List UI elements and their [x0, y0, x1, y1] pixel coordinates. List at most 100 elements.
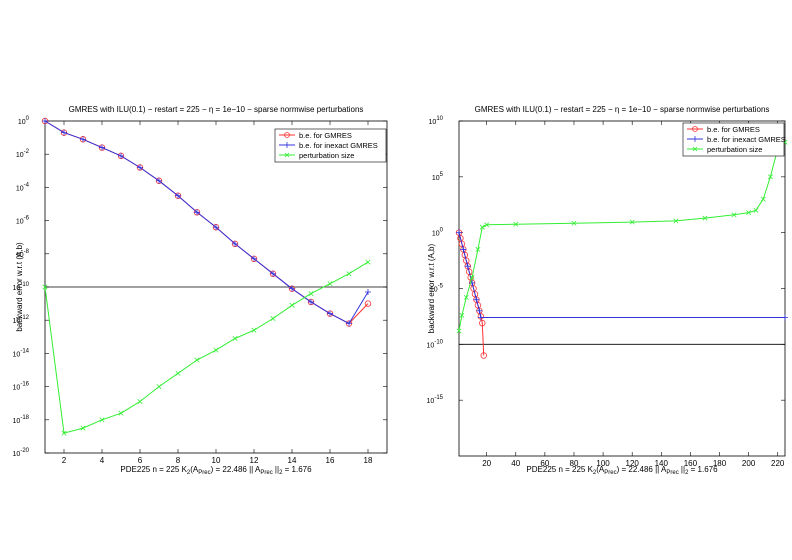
data-point [118, 410, 124, 416]
plot-area [458, 120, 786, 457]
legend-label: perturbation size [707, 145, 762, 154]
data-point [479, 224, 485, 230]
data-point [475, 246, 481, 252]
data-point [767, 174, 773, 180]
y-tick-label: 1010 [429, 116, 444, 126]
x-tick-label: 100 [596, 459, 610, 468]
data-point [463, 294, 469, 300]
legend-marker [284, 152, 290, 158]
x-tick-label: 220 [771, 459, 785, 468]
data-point [346, 271, 352, 277]
data-point [251, 327, 257, 333]
data-point [673, 218, 679, 224]
data-point [289, 285, 295, 292]
data-point [232, 335, 238, 341]
legend-label: perturbation size [299, 151, 354, 160]
data-point [746, 210, 752, 216]
chart-title: GMRES with ILU(0.1) − restart = 225 − η … [69, 105, 364, 114]
data-point [194, 357, 200, 363]
x-tick-label: 2 [62, 456, 67, 465]
legend-label: b.e. for inexact GMRES [707, 135, 786, 144]
series-2 [42, 118, 371, 327]
data-point [456, 229, 462, 236]
data-point [42, 284, 48, 290]
x-tick-label: 8 [176, 456, 181, 465]
data-point [213, 224, 219, 231]
y-axis-label: backward error w.r.t (A,b) [427, 243, 436, 333]
data-point [327, 310, 333, 317]
y-tick-label: 10-5 [430, 284, 444, 294]
data-point [479, 319, 486, 327]
data-point [99, 144, 105, 151]
data-point [175, 192, 181, 199]
data-point [477, 314, 484, 321]
y-tick-label: 10-12 [13, 315, 30, 325]
x-tick-label: 20 [482, 459, 491, 468]
chart-2: GMRES with ILU(0.1) − restart = 225 − η … [427, 105, 788, 476]
y-tick-label: 10-15 [427, 395, 444, 405]
data-point [270, 316, 276, 322]
data-point [484, 222, 490, 228]
series-3 [42, 259, 371, 436]
data-point [156, 384, 162, 390]
data-point [270, 270, 276, 277]
x-axis-label: PDE225 n = 225 K2(APrec) = 22.486 || APr… [526, 465, 718, 476]
data-point [364, 300, 372, 307]
chart-title: GMRES with ILU(0.1) − restart = 225 − η … [475, 105, 770, 114]
series-2 [456, 229, 788, 321]
data-point [464, 263, 471, 270]
legend-marker [692, 126, 698, 132]
data-point [346, 320, 352, 327]
y-tick-label: 10-8 [16, 249, 30, 259]
data-point [308, 298, 314, 305]
data-point [61, 430, 67, 436]
x-axis-label: PDE225 n = 225 K2(APrec) = 22.486 || APr… [120, 465, 312, 476]
x-tick-label: 160 [684, 459, 698, 468]
data-point [99, 417, 105, 423]
data-point [782, 314, 788, 321]
y-tick-label: 100 [18, 116, 30, 126]
data-point [459, 312, 465, 318]
data-point [61, 129, 67, 136]
series-line [44, 261, 369, 434]
y-tick-label: 10-16 [13, 382, 30, 392]
legend-marker [692, 146, 698, 152]
data-point [308, 291, 314, 297]
x-tick-label: 180 [713, 459, 727, 468]
data-point [137, 164, 143, 171]
data-point [513, 221, 519, 227]
data-point [289, 302, 295, 308]
x-tick-label: 18 [364, 456, 373, 465]
legend-marker [284, 132, 290, 138]
data-point [156, 177, 162, 184]
data-point [213, 347, 219, 353]
data-point [571, 220, 577, 226]
data-point [232, 240, 238, 247]
y-axis-label: backward error w.r.t (A,b) [15, 242, 24, 332]
x-tick-label: 10 [212, 456, 221, 465]
x-tick-label: 60 [540, 459, 549, 468]
legend-marker [692, 136, 698, 142]
legend-marker [284, 142, 290, 148]
data-point [460, 246, 467, 253]
data-point [629, 219, 635, 225]
y-tick-label: 10-6 [16, 216, 30, 226]
data-point [137, 399, 143, 405]
x-tick-label: 200 [742, 459, 756, 468]
data-point [194, 209, 200, 216]
data-point [251, 255, 257, 262]
data-point [480, 352, 487, 359]
data-point [42, 118, 48, 124]
y-tick-label: 105 [432, 172, 444, 182]
data-point [731, 212, 737, 218]
x-tick-label: 16 [326, 456, 335, 465]
x-tick-label: 14 [288, 456, 297, 465]
y-tick-label: 10-4 [16, 182, 30, 192]
data-point [476, 307, 483, 314]
data-point [473, 296, 480, 303]
chart-1: GMRES with ILU(0.1) − restart = 225 − η … [13, 105, 388, 476]
legend-label: b.e. for inexact GMRES [299, 141, 378, 150]
series-3 [456, 139, 788, 334]
